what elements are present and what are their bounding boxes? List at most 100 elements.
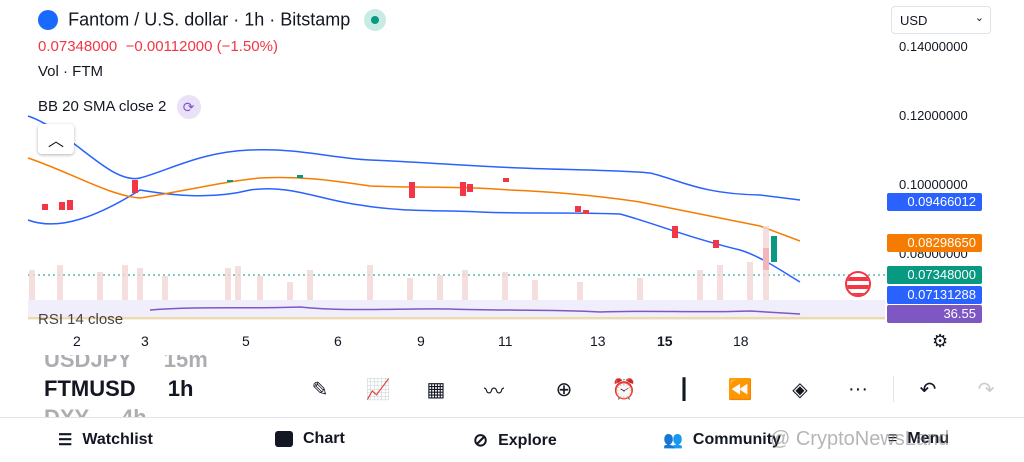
candle (42, 204, 48, 210)
nav-label: Chart (303, 430, 345, 447)
nav-label: Explore (498, 431, 557, 449)
candle (672, 226, 678, 238)
candles-icon[interactable]: ┃ (677, 378, 691, 401)
volume-bar (763, 226, 769, 300)
price-chart[interactable] (0, 0, 890, 355)
time-label: 11 (498, 333, 513, 349)
candle (575, 206, 581, 212)
volume-bar (747, 262, 753, 300)
symbol-current[interactable]: FTMUSD 1h (44, 376, 193, 402)
currency-value: USD (900, 13, 928, 28)
price-tick: 0.14000000 (899, 39, 968, 54)
volume-bar (307, 270, 313, 300)
rsi-line (149, 306, 801, 315)
volume-bar (29, 270, 35, 300)
watchlist-icon: ☰ (58, 432, 73, 449)
nav-menu[interactable]: ≡ Menu (888, 430, 949, 448)
time-label: 6 (334, 333, 342, 349)
bb-lower-tag: 0.07131288 (887, 286, 982, 304)
volume-bar (257, 276, 263, 300)
draw-icon[interactable]: ✎ (311, 378, 329, 401)
alert-icon[interactable]: ⏰ (611, 378, 637, 401)
last-price-tag: 0.07348000 (887, 266, 982, 284)
nav-label: Menu (907, 430, 950, 447)
nav-explore[interactable]: ⊘ Explore (473, 430, 557, 451)
loading-icon: ⟳ (176, 95, 201, 119)
watermark: @ CryptoNewsLand (770, 428, 950, 450)
volume-bar (57, 265, 63, 300)
volume-bar (235, 266, 241, 300)
candle (467, 184, 473, 192)
currency-select[interactable]: USD ⌄ (891, 6, 991, 34)
market-open-icon (364, 9, 387, 31)
symbol-next[interactable]: DXY 4h (44, 405, 147, 417)
time-label: 15 (657, 333, 673, 349)
nav-chart[interactable]: Chart (275, 430, 345, 448)
us-flag-icon (845, 271, 871, 297)
volume-bar (225, 268, 231, 300)
redo-icon[interactable]: ↷ (977, 378, 995, 401)
symbol-interval: 15m (163, 355, 208, 372)
bottom-nav: ☰ Watchlist Chart ⊘ Explore 👥 Community … (0, 417, 1024, 462)
symbol-prev[interactable]: USDJPY 15m (44, 355, 208, 373)
chart-legend-title: Fantom / U.S. dollar · 1h · Bitstamp (38, 9, 387, 31)
symbol-name: USDJPY (44, 355, 132, 372)
volume-bar (407, 278, 413, 300)
symbol-name: FTMUSD (44, 376, 136, 401)
time-label: 9 (417, 333, 425, 349)
bb-upper-tag: 0.09466012 (887, 193, 982, 211)
candle (460, 182, 466, 196)
volume-bar (437, 275, 443, 300)
last-price: 0.07348000 (38, 38, 118, 55)
volume-bar (162, 276, 168, 300)
layouts-icon[interactable]: ▦ (426, 378, 446, 401)
community-icon: 👥 (663, 432, 683, 449)
menu-icon: ≡ (888, 430, 898, 447)
chevron-up-icon: ︿ (47, 133, 64, 150)
volume-bar (637, 278, 643, 300)
rsi-legend[interactable]: RSI 14 close (38, 311, 124, 328)
bb-lower-line (27, 187, 801, 283)
time-label: 2 (73, 333, 81, 349)
add-icon[interactable]: ⊕ (555, 378, 573, 401)
time-label: 18 (733, 333, 749, 349)
volume-bar (137, 268, 143, 300)
undo-icon[interactable]: ↶ (919, 378, 937, 401)
time-label: 13 (590, 333, 606, 349)
volume-bar (717, 265, 723, 300)
layers-icon[interactable]: ◈ (792, 378, 808, 401)
chart-canvas[interactable] (0, 0, 890, 355)
bb-label: BB 20 SMA close 2 (38, 97, 167, 115)
volume-bar (97, 272, 103, 300)
price-tick: 0.12000000 (899, 108, 968, 123)
candle (67, 200, 73, 210)
bb-legend[interactable]: BB 20 SMA close 2 ⟳ (38, 95, 201, 119)
candle (59, 202, 65, 210)
compare-icon[interactable]: 〰 (484, 380, 504, 403)
candle (227, 180, 233, 182)
candle (297, 175, 303, 178)
price-readout: 0.07348000 −0.00112000 (−1.50%) (38, 38, 278, 55)
volume-legend[interactable]: Vol · FTM (38, 63, 104, 80)
chart-icon (275, 431, 293, 447)
nav-watchlist[interactable]: ☰ Watchlist (58, 430, 153, 450)
volume-bar (367, 265, 373, 300)
indicators-icon[interactable]: 📈 (365, 378, 391, 401)
symbol-switcher[interactable]: USDJPY 15m FTMUSD 1h DXY 4h (0, 355, 290, 417)
time-label: 3 (141, 333, 149, 349)
settings-icon[interactable]: ⚙ (932, 331, 949, 351)
collapse-legend-button[interactable]: ︿ (38, 124, 74, 154)
volume-bar (577, 282, 583, 300)
nav-community[interactable]: 👥 Community (663, 430, 781, 450)
rsi-pane (28, 300, 885, 320)
rsi-tag: 36.55 (887, 305, 982, 323)
candle (503, 178, 509, 182)
bb-basis-tag: 0.08298650 (887, 234, 982, 252)
candle (132, 180, 138, 193)
bb-upper-line (27, 115, 801, 201)
replay-icon[interactable]: ⏪ (727, 378, 753, 401)
nav-label: Watchlist (82, 431, 153, 448)
time-label: 5 (242, 333, 250, 349)
more-icon[interactable]: ··· (848, 377, 868, 400)
volume-bar (287, 282, 293, 300)
